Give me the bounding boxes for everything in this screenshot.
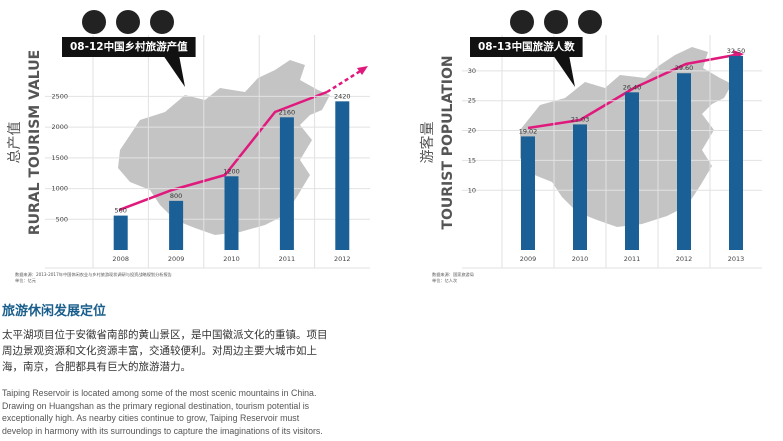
bar [335,101,350,250]
x-tick-label: 2012 [334,255,351,263]
x-tick-label: 2012 [676,255,693,263]
x-tick-label: 2009 [520,255,537,263]
data-label: 2420 [334,92,351,100]
y-tick-label: 1000 [51,185,68,193]
callout-tail [163,55,185,87]
callout-box [470,37,583,57]
map [118,60,330,235]
bar [573,124,587,250]
x-tick-label: 2013 [728,255,745,263]
y-axis-label-cn: 总产值 [7,122,23,164]
data-label: 29.60 [675,64,694,72]
y-axis-label: TOURIST POPULATION [440,55,456,229]
bar [521,136,535,250]
chart-title: 08-13中国旅游人数 [478,40,575,53]
icons [82,10,602,34]
bar [169,200,184,250]
data-label: 19.02 [519,127,538,135]
bar [113,215,128,250]
y-tick-label: 25 [468,97,476,105]
chart-title: 08-12中国乡村旅游产值 [70,40,188,53]
data-label: 2160 [279,108,296,116]
bar [677,73,691,250]
trend-line [118,90,328,212]
bar [279,117,294,250]
bar [729,55,743,251]
callout-tail [553,55,575,87]
cn-paragraph: 太平湖项目位于安徽省南部的黄山景区，是中国徽派文化的重镇。项目 周边景观资源和文化… [2,327,332,375]
text-line: develop in harmony with its surroundings… [2,425,323,436]
y-tick-label: 1500 [51,154,68,162]
data-label: 1200 [223,167,240,175]
y-tick-label: 15 [468,156,476,164]
heading: 旅游休闲发展定位 [2,304,107,319]
data-label: 21.03 [571,115,590,123]
data-label: 800 [170,192,182,200]
x-tick-label: 2010 [223,255,240,263]
y-tick-label: 2500 [51,92,68,100]
unit-note: 单位：亿人次 [432,277,458,284]
arrow [357,66,368,75]
x-tick-label: 2008 [112,255,129,263]
text-line: 周边景观资源和文化资源丰富，交通较便利。对周边主要大城市如上 [2,345,317,357]
text-block: 旅游休闲发展定位 太平湖项目位于安徽省南部的黄山景区，是中国徽派文化的重镇。项目… [2,300,332,437]
data-label: 26.40 [623,83,642,91]
en-paragraph: Taiping Reservoir is located among some … [2,387,332,437]
charts: 5001000150020002500560200880020091200201… [7,10,762,284]
bar [625,92,639,250]
trend-line [326,68,363,94]
y-tick-label: 20 [468,127,476,135]
data-label: 560 [114,207,126,215]
callout-box [62,37,196,57]
y-tick-label: 10 [468,186,476,194]
unit-note: 单位：亿元 [15,277,36,284]
y-tick-label: 30 [468,67,476,75]
x-tick-label: 2011 [624,255,641,263]
y-axis-label-cn: 游客量 [419,122,436,164]
bar [224,176,239,250]
y-axis-label: RURAL TOURISM VALUE [27,50,43,235]
x-tick-label: 2009 [168,255,185,263]
data-label: 32.50 [727,47,746,55]
x-tick-label: 2010 [572,255,589,263]
text-line: 太平湖项目位于安徽省南部的黄山景区，是中国徽派文化的重镇。项目 [2,329,328,341]
text-line: 海，南京，合肥都具有巨大的旅游潜力。 [2,361,191,373]
text-line: exceptionally high. As nearby cities con… [2,413,300,423]
source-note: 数据来源：2013-2017年中国休闲农业与乡村旅游现状调研与投资战略规划分析报… [15,271,172,278]
source-note: 数据来源：国家旅游局 [432,271,474,278]
x-tick-label: 2011 [279,255,296,263]
y-tick-label: 500 [56,215,68,223]
trend-line [527,53,736,130]
text-line: Drawing on Huangshan as the primary regi… [2,400,310,411]
text-line: Taiping Reservoir is located among some … [2,388,317,398]
y-tick-label: 2000 [51,123,68,131]
